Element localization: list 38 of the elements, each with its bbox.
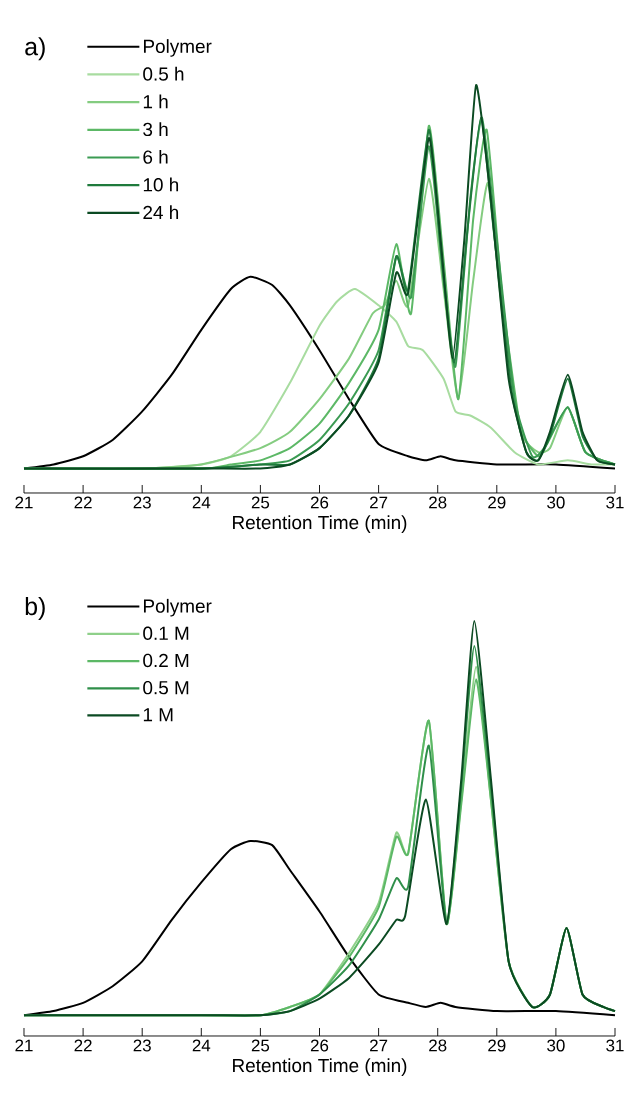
legend-label: Polymer: [143, 39, 212, 57]
x-tick-label: 31: [606, 1039, 624, 1052]
x-tick-label: 21: [15, 1039, 33, 1052]
x-tick-label: 21: [15, 496, 33, 509]
x-tick-label: 27: [370, 1039, 388, 1052]
x-tick-label: 23: [133, 496, 151, 509]
x-tick-label: 28: [429, 1039, 447, 1052]
x-tick-label: 25: [251, 496, 270, 509]
x-tick-label: 29: [488, 496, 506, 509]
x-tick-label: 27: [370, 496, 388, 509]
x-tick-label: 22: [74, 496, 92, 509]
x-tick-label: 26: [310, 1039, 329, 1052]
x-axis-title: Retention Time (min): [233, 515, 407, 533]
legend-label: 1 M: [143, 708, 173, 722]
legend-label: 0.2 M: [143, 653, 189, 668]
x-tick-label: 23: [133, 1039, 151, 1052]
legend-label: 1 h: [143, 94, 168, 109]
x-tick-label: 30: [547, 496, 565, 509]
x-tick-label: 30: [547, 1039, 565, 1052]
x-tick-label: 22: [74, 1039, 92, 1052]
x-tick-label: 24: [192, 1039, 211, 1052]
legend-label: 6 h: [143, 149, 168, 164]
legend-label: 0.5 M: [143, 680, 189, 695]
x-tick-label: 25: [251, 1039, 270, 1052]
x-tick-label: 26: [310, 496, 329, 509]
legend-label: 0.5 h: [143, 66, 184, 81]
legend-label: 0.1 M: [143, 626, 189, 640]
chart-title: a): [25, 37, 45, 61]
legend-label: 3 h: [143, 122, 168, 137]
x-tick-label: 31: [606, 496, 624, 509]
legend-label: Polymer: [143, 598, 212, 617]
x-tick-label: 24: [192, 496, 211, 509]
legend-label: 10 h: [143, 177, 179, 192]
chart-title: b): [25, 596, 45, 621]
x-tick-label: 28: [429, 496, 447, 509]
x-tick-label: 29: [488, 1039, 506, 1052]
x-axis-title: Retention Time (min): [233, 1058, 407, 1076]
legend-label: 24 h: [143, 205, 179, 220]
